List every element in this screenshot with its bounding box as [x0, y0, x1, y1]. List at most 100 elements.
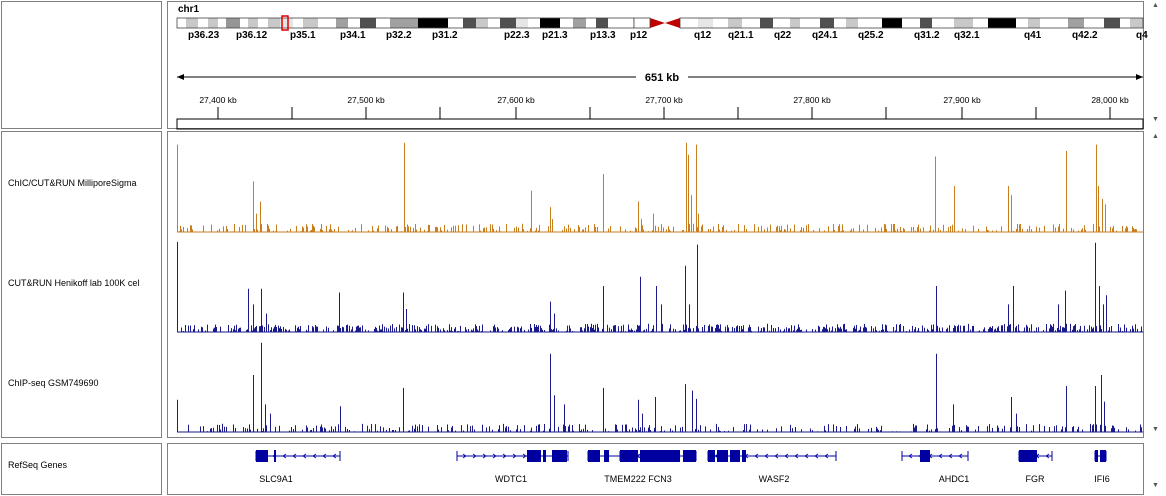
ideogram-band	[1028, 18, 1040, 28]
gene-strand-arrow	[302, 453, 307, 459]
ideogram[interactable]: p36.23 p36.12 p35.1 p34.1 p32.2 p31.2 p22.3 p21…	[168, 2, 1148, 130]
ideogram-band	[1040, 18, 1056, 28]
gene-strand-arrow	[1025, 453, 1030, 459]
gene-strand-arrow	[604, 453, 609, 459]
ideogram-band	[1016, 18, 1028, 28]
ideogram-band-label: p34.1	[340, 30, 366, 41]
gene-exon	[1095, 450, 1098, 462]
ideogram-band	[280, 18, 293, 28]
current-region-marker	[281, 15, 289, 31]
gene-strand-arrow	[948, 453, 953, 459]
ideogram-band	[932, 18, 954, 28]
chromosome-name: chr1	[178, 4, 200, 15]
gene-strand-arrow	[312, 453, 317, 459]
gene-exon	[717, 450, 728, 462]
ideogram-band-label: p32.2	[386, 30, 412, 41]
header-scroll-up-icon[interactable]: ▲	[1152, 2, 1159, 9]
ideogram-band	[240, 18, 248, 28]
centromere-left	[650, 18, 665, 28]
ideogram-band	[318, 18, 336, 28]
ideogram-band	[448, 18, 463, 28]
ideogram-band-label: p12	[630, 30, 648, 41]
ideogram-band	[760, 18, 773, 28]
genes-name-panel: RefSeq Genes	[1, 443, 162, 495]
tracks-data-panel	[167, 131, 1144, 438]
gene-strand-arrow	[262, 453, 267, 459]
ideogram-band	[303, 18, 318, 28]
ideogram-band-label: q41	[1024, 30, 1042, 41]
ruler-tick-label: 27,900 kb	[943, 95, 981, 105]
gene-strand-arrow	[764, 453, 769, 459]
ideogram-band	[834, 18, 846, 28]
ideogram-band	[846, 18, 858, 28]
ideogram-band	[226, 18, 240, 28]
tracks-scroll-down-icon[interactable]: ▼	[1152, 426, 1159, 433]
gene-strand-arrow	[794, 453, 799, 459]
ideogram-band	[586, 18, 596, 28]
gene-exon	[920, 450, 930, 462]
gene-exon	[588, 450, 600, 462]
gene-strand-arrow	[522, 453, 527, 459]
ideogram-band	[390, 18, 418, 28]
genes-scroll-down-icon[interactable]: ▼	[1152, 482, 1159, 489]
ideogram-band-label: p36.12	[236, 30, 268, 41]
gene-strand-arrow	[656, 453, 661, 459]
header-scroll-down-icon[interactable]: ▼	[1152, 116, 1159, 123]
ideogram-band	[620, 18, 634, 28]
ideogram-band	[573, 18, 586, 28]
ideogram-band	[858, 18, 882, 28]
gene-strand-arrow	[814, 453, 819, 459]
ruler-span-label-bg	[636, 70, 688, 84]
ideogram-band	[680, 18, 698, 28]
gene-strand-arrow	[332, 453, 337, 459]
ideogram-band	[258, 18, 268, 28]
gene-strand-arrow	[646, 453, 651, 459]
coverage-track-0	[177, 142, 1137, 232]
gene-exon	[604, 450, 609, 462]
ideogram-band	[500, 18, 516, 28]
ideogram-band	[820, 18, 834, 28]
gene-exon	[543, 450, 546, 462]
ideogram-band-label: p22.3	[504, 30, 530, 41]
track-label-millipore[interactable]: ChIC/CUT&RUN MilliporeSigma	[8, 178, 137, 188]
coverage-track-2	[177, 342, 1142, 432]
ideogram-band	[293, 18, 303, 28]
ideogram-band	[198, 18, 208, 28]
gene-exon	[640, 450, 680, 462]
gene-exon	[552, 450, 567, 462]
ideogram-band	[186, 18, 198, 28]
gene-strand-arrow	[824, 453, 829, 459]
ruler-tick-label: 27,700 kb	[645, 95, 683, 105]
gene-strand-arrow	[552, 453, 557, 459]
track-label-chipseq[interactable]: ChIP-seq GSM749690	[8, 378, 99, 388]
ideogram-band-label: p21.3	[542, 30, 568, 41]
ideogram-band	[1120, 18, 1130, 28]
gene-strand-arrow	[282, 453, 287, 459]
gene-strand-arrow	[472, 453, 477, 459]
gene-exon	[683, 450, 696, 462]
ideogram-band-label: q31.2	[914, 30, 940, 41]
gene-strand-arrow	[918, 453, 923, 459]
gene-strand-arrow	[322, 453, 327, 459]
ideogram-band	[608, 18, 620, 28]
track-label-henikoff[interactable]: CUT&RUN Henikoff lab 100K cel	[8, 278, 140, 288]
track-label-refseq[interactable]: RefSeq Genes	[8, 460, 68, 470]
ideogram-band	[988, 18, 1016, 28]
tracks-scroll-up-icon[interactable]: ▲	[1152, 133, 1159, 140]
header-panel: chr1 p36.23 p36.12 p35.1 p34.1 p32.2 p31.2 p22…	[167, 1, 1148, 130]
ideogram-band	[488, 18, 500, 28]
ruler-tick-label: 27,600 kb	[497, 95, 535, 105]
gene-exon	[742, 450, 746, 462]
ideogram-band	[882, 18, 902, 28]
genes-data-panel: SLC9A1 WDTC1 TMEM222 FCN3 WASF2 AHDC1 FGR IFI6	[167, 443, 1144, 495]
gene-strand-arrow	[938, 453, 943, 459]
ideogram-band	[773, 18, 790, 28]
gene-strand-arrow	[292, 453, 297, 459]
ideogram-band	[1068, 18, 1084, 28]
ideogram-band	[1056, 18, 1068, 28]
gene-label: SLC9A1	[259, 474, 293, 484]
gene-exon	[1019, 450, 1037, 462]
ideogram-band-label: q25.2	[858, 30, 884, 41]
ideogram-band-label: p35.1	[290, 30, 316, 41]
gene-label: FGR	[1026, 474, 1045, 484]
